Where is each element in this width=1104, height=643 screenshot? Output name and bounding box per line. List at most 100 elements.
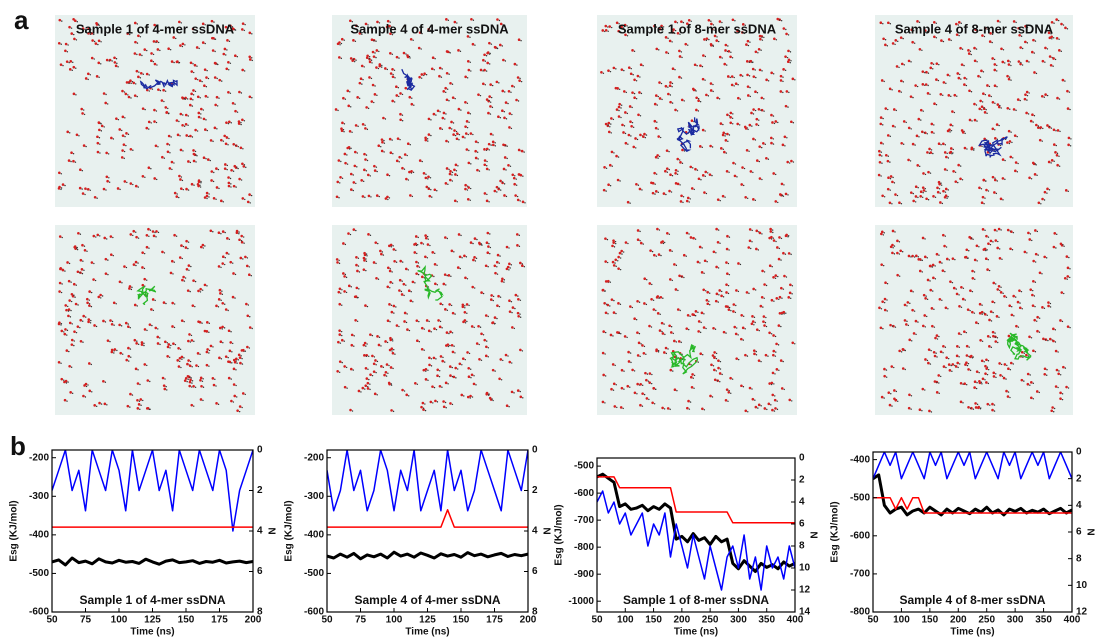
- water-molecule: [458, 108, 461, 111]
- water-molecule: [192, 279, 195, 282]
- water-h: [346, 154, 347, 155]
- water-molecule: [706, 299, 709, 302]
- water-molecule: [143, 278, 146, 281]
- water-molecule: [171, 260, 174, 263]
- water-molecule: [675, 288, 678, 291]
- water-molecule: [140, 72, 143, 75]
- water-molecule: [709, 173, 712, 176]
- water-molecule: [881, 300, 884, 303]
- water-h: [918, 256, 919, 257]
- water-h: [981, 146, 982, 147]
- water-molecule: [702, 78, 705, 81]
- water-molecule: [494, 264, 497, 267]
- water-molecule: [494, 46, 497, 49]
- water-molecule: [521, 150, 524, 153]
- water-molecule: [609, 164, 612, 167]
- water-h: [377, 361, 378, 362]
- water-molecule: [631, 369, 634, 372]
- water-h: [658, 351, 659, 352]
- water-h: [223, 201, 224, 202]
- water-h: [135, 83, 136, 84]
- water-molecule: [206, 330, 209, 333]
- water-molecule: [79, 319, 82, 322]
- water-h: [970, 370, 971, 371]
- water-molecule: [240, 146, 243, 149]
- water-molecule: [669, 249, 672, 252]
- water-molecule: [187, 289, 190, 292]
- water-molecule: [247, 201, 250, 204]
- water-h: [779, 248, 780, 249]
- water-h: [1046, 192, 1047, 193]
- water-h: [391, 384, 392, 385]
- water-h: [686, 255, 687, 256]
- water-h: [60, 324, 61, 325]
- water-h: [116, 303, 117, 304]
- water-h: [182, 180, 183, 181]
- water-molecule: [485, 314, 488, 317]
- water-h: [180, 349, 181, 350]
- water-h: [992, 241, 993, 242]
- water-molecule: [103, 188, 106, 191]
- water-h: [451, 174, 452, 175]
- water-h: [183, 189, 184, 190]
- water-molecule: [1039, 126, 1042, 129]
- water-molecule: [905, 323, 908, 326]
- water-h: [76, 332, 77, 333]
- water-h: [961, 307, 962, 308]
- water-molecule: [418, 47, 421, 50]
- water-molecule: [975, 321, 978, 324]
- water-h: [236, 396, 237, 397]
- water-molecule: [1030, 381, 1033, 384]
- water-molecule: [195, 364, 198, 367]
- water-molecule: [188, 333, 191, 336]
- water-molecule: [956, 355, 959, 358]
- water-h: [358, 265, 359, 266]
- water-molecule: [192, 385, 195, 388]
- water-molecule: [958, 305, 961, 308]
- water-molecule: [675, 169, 678, 172]
- water-h: [985, 109, 986, 110]
- water-molecule: [424, 137, 427, 140]
- water-molecule: [919, 408, 922, 411]
- water-molecule: [469, 395, 472, 398]
- water-molecule: [68, 365, 71, 368]
- y2-tick-label: 4: [799, 497, 805, 508]
- water-h: [618, 156, 619, 157]
- water-molecule: [881, 195, 884, 198]
- water-h: [897, 401, 898, 402]
- water-h: [426, 74, 427, 75]
- water-molecule: [986, 403, 989, 406]
- water-molecule: [449, 402, 452, 405]
- water-h: [787, 106, 788, 107]
- water-h: [704, 130, 705, 131]
- water-h: [724, 196, 725, 197]
- water-molecule: [342, 97, 345, 100]
- water-molecule: [722, 134, 725, 137]
- water-molecule: [1003, 295, 1006, 298]
- water-h: [786, 276, 787, 277]
- water-molecule: [135, 236, 138, 239]
- y2-axis-label: N: [810, 531, 821, 538]
- water-molecule: [64, 49, 67, 52]
- water-molecule: [657, 312, 660, 315]
- water-h: [392, 153, 393, 154]
- water-h: [234, 297, 235, 298]
- water-molecule: [79, 187, 82, 190]
- water-h: [933, 309, 934, 310]
- water-h: [737, 84, 738, 85]
- water-molecule: [641, 392, 644, 395]
- water-h: [62, 237, 63, 238]
- water-molecule: [63, 333, 66, 336]
- water-h: [243, 236, 244, 237]
- water-molecule: [889, 324, 892, 327]
- water-molecule: [998, 362, 1001, 365]
- water-h: [468, 122, 469, 123]
- water-h: [940, 183, 941, 184]
- water-h: [205, 119, 206, 120]
- y2-tick-label: 4: [1076, 500, 1082, 511]
- water-molecule: [745, 43, 748, 46]
- water-molecule: [1027, 383, 1030, 386]
- water-h: [640, 115, 641, 116]
- water-molecule: [227, 91, 230, 94]
- water-h: [995, 283, 996, 284]
